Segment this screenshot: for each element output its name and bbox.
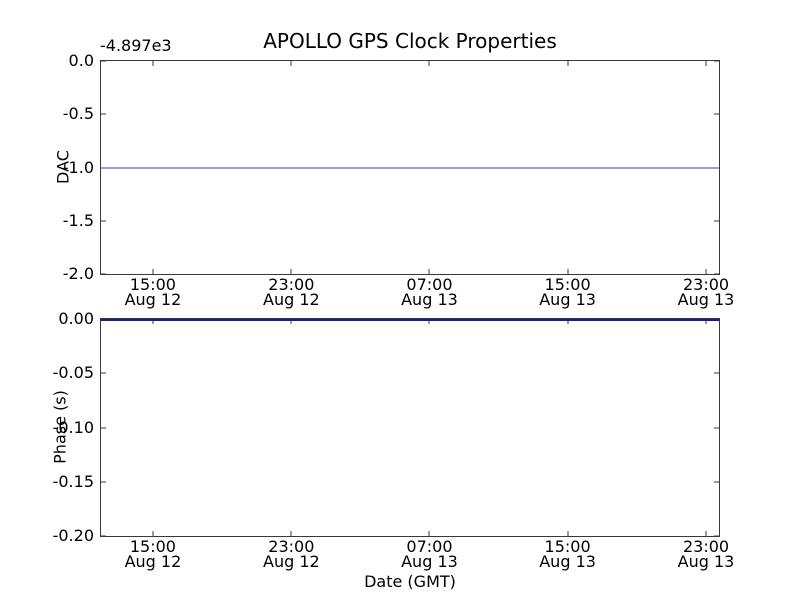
x-tick-mark <box>567 531 569 536</box>
x-tick-mark <box>705 61 707 66</box>
x-tick-label: 07:00 Aug 13 <box>401 537 458 571</box>
y-tick-mark <box>714 372 719 374</box>
y-tick-mark <box>714 220 719 222</box>
y-tick-mark <box>714 535 719 537</box>
y-tick-label: -0.10 <box>52 417 94 437</box>
y-tick-mark <box>101 220 106 222</box>
x-axis-label: Date (GMT) <box>364 572 456 591</box>
x-tick-mark <box>567 269 569 274</box>
x-tick-mark <box>152 61 154 66</box>
x-tick-mark <box>290 319 292 324</box>
y-tick-mark <box>714 113 719 115</box>
x-tick-mark <box>567 61 569 66</box>
y-tick-label: -0.15 <box>52 471 94 491</box>
phase-plot-area: 0.00 -0.05 -0.10 -0.15 -0.20 15:00 Aug 12 23:00… <box>53 311 735 570</box>
x-tick-mark <box>428 61 430 66</box>
y-tick-label: -2.0 <box>62 264 94 283</box>
y-tick-label: -1.0 <box>62 157 94 177</box>
x-tick-mark <box>290 531 292 536</box>
x-tick-mark <box>428 269 430 274</box>
x-tick-mark <box>705 319 707 324</box>
data-line-dac <box>101 166 719 169</box>
chart-title: APOLLO GPS Clock Properties <box>263 29 557 53</box>
y-tick-mark <box>714 273 719 275</box>
x-tick-label: 23:00 Aug 12 <box>263 537 320 571</box>
x-tick-label: 07:00 Aug 13 <box>401 275 458 309</box>
x-tick-label: 15:00 Aug 13 <box>539 537 596 571</box>
x-tick-mark <box>290 61 292 66</box>
y-tick-mark <box>101 372 106 374</box>
x-tick-label: 23:00 Aug 13 <box>677 275 735 309</box>
y-tick-label: -1.5 <box>62 210 94 230</box>
x-tick-label: 23:00 Aug 12 <box>263 275 320 309</box>
x-tick-mark <box>152 319 154 324</box>
x-tick-mark <box>567 319 569 324</box>
y-tick-label: -0.05 <box>52 363 94 383</box>
x-tick-label: 23:00 Aug 13 <box>677 537 735 571</box>
x-tick-mark <box>290 269 292 274</box>
y-axis-offset-text: -4.897e3 <box>100 36 172 55</box>
x-tick-label: 15:00 Aug 12 <box>124 275 182 309</box>
x-tick-mark <box>705 531 707 536</box>
x-tick-mark <box>705 269 707 274</box>
y-tick-mark <box>101 273 106 275</box>
x-tick-label: 15:00 Aug 12 <box>124 537 182 571</box>
y-tick-mark <box>101 60 106 62</box>
y-tick-label: 0.00 <box>58 309 94 328</box>
data-line-phase <box>101 319 719 321</box>
x-tick-mark <box>428 531 430 536</box>
x-tick-label: 15:00 Aug 13 <box>539 275 596 309</box>
y-tick-label: -0.5 <box>62 104 94 124</box>
x-tick-mark <box>428 319 430 324</box>
dac-plot-area: 0.0 -0.5 -1.0 -1.5 -2.0 15:00 Aug 12 23:00 Aug 1… <box>63 53 735 308</box>
y-tick-mark <box>714 481 719 483</box>
x-tick-mark <box>152 269 154 274</box>
y-tick-label: -0.20 <box>52 526 94 545</box>
y-tick-mark <box>101 113 106 115</box>
y-tick-mark <box>101 427 106 428</box>
y-tick-mark <box>714 60 719 62</box>
x-tick-mark <box>152 531 154 536</box>
y-tick-label: 0.0 <box>68 51 94 70</box>
y-tick-mark <box>101 535 106 537</box>
y-tick-mark <box>101 481 106 483</box>
y-tick-mark <box>714 427 719 428</box>
